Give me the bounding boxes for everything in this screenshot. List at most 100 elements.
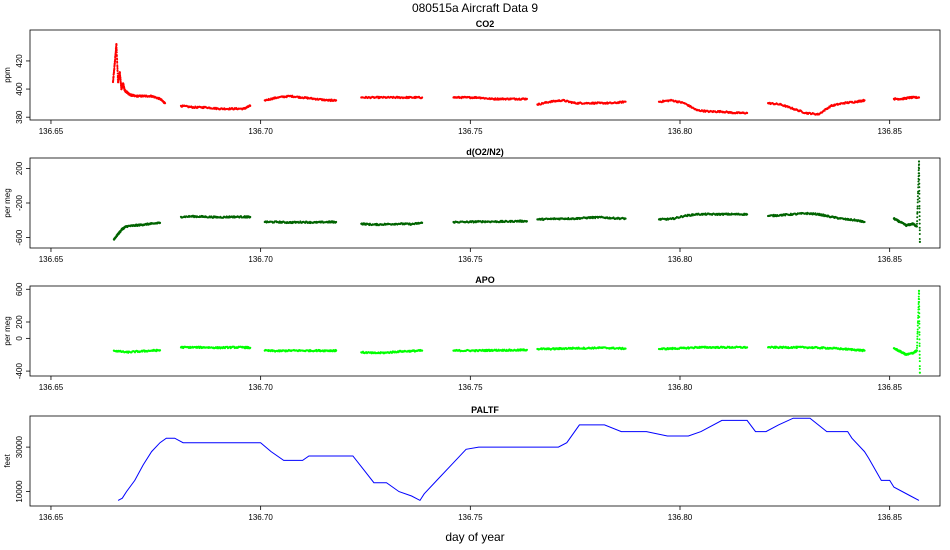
data-segment <box>536 346 627 351</box>
data-point <box>918 371 922 374</box>
panel-title: d(O2/N2) <box>466 147 504 157</box>
data-point <box>918 333 921 336</box>
data-point <box>918 365 921 368</box>
data-segment <box>767 211 866 224</box>
x-tick-label: 136.80 <box>668 513 693 522</box>
data-point <box>624 347 627 350</box>
data-point <box>917 169 920 172</box>
data-point <box>916 338 919 340</box>
data-point <box>421 221 424 224</box>
data-point <box>918 298 921 301</box>
data-point <box>918 205 921 207</box>
data-segment <box>179 214 252 219</box>
data-point <box>335 220 338 224</box>
data-point <box>918 215 921 218</box>
data-point <box>916 344 919 347</box>
x-tick-label: 136.70 <box>248 255 273 264</box>
data-point <box>116 67 119 70</box>
data-segment <box>179 104 252 111</box>
data-point <box>335 99 338 102</box>
y-tick-label: 200 <box>15 161 24 175</box>
data-point <box>918 360 921 363</box>
data-segment <box>536 215 627 222</box>
data-point <box>916 201 919 204</box>
data-point <box>525 348 529 351</box>
data-segment <box>179 345 252 350</box>
data-point <box>916 332 919 335</box>
data-point <box>163 102 167 105</box>
data-point <box>113 67 116 70</box>
data-segment <box>767 345 866 353</box>
x-tick-label: 136.80 <box>668 127 693 136</box>
x-tick-label: 136.80 <box>668 383 693 392</box>
data-segment <box>657 345 749 351</box>
data-point <box>249 346 252 349</box>
chart-panel-4: PALTF feet 136.65 136.70 136.75 136.80 136.85 1… <box>3 405 941 522</box>
y-axis-label: per meg <box>3 188 12 217</box>
data-segment <box>112 348 162 354</box>
data-point <box>249 215 252 219</box>
data-point <box>918 320 921 323</box>
data-point <box>843 102 846 105</box>
y-tick-label: 600 <box>15 282 24 296</box>
data-point <box>112 75 115 78</box>
data-point <box>915 349 919 352</box>
data-point <box>158 221 162 224</box>
x-tick-label: 136.85 <box>877 127 902 136</box>
x-tick-label: 136.70 <box>248 513 273 522</box>
y-axis-label: ppm <box>3 67 12 83</box>
x-tick-label: 136.65 <box>39 383 64 392</box>
chart-panel-1: CO2 ppm 136.65 136.70 136.75 136.80 136.85 380 4… <box>3 19 941 136</box>
x-tick-label: 136.65 <box>39 127 64 136</box>
x-tick-label: 136.80 <box>668 255 693 264</box>
data-point <box>916 216 919 219</box>
data-point <box>918 174 921 177</box>
data-point <box>918 163 921 166</box>
y-tick-label: 30000 <box>15 435 24 458</box>
plot-frame <box>29 157 941 249</box>
data-point <box>116 61 119 64</box>
data-point <box>916 328 919 331</box>
data-point <box>918 178 921 181</box>
data-point <box>918 367 921 370</box>
data-point <box>918 189 921 192</box>
data-segment <box>263 94 338 103</box>
data-segment <box>452 219 529 224</box>
data-point <box>115 49 118 52</box>
data-point <box>541 217 544 220</box>
data-point <box>335 349 338 352</box>
data-point <box>918 218 921 221</box>
data-segment <box>536 98 627 106</box>
data-point <box>863 99 866 102</box>
x-tick-label: 136.75 <box>458 255 483 264</box>
panel-title: CO2 <box>476 19 495 29</box>
chart-panel-2: d(O2/N2) per meg 136.65 136.70 136.75 136.80 1… <box>3 147 941 264</box>
data-point <box>114 58 117 61</box>
data-point <box>918 322 921 325</box>
data-point <box>119 78 122 81</box>
data-point <box>916 341 919 344</box>
data-segment <box>112 221 162 241</box>
data-point <box>918 229 921 232</box>
y-tick-label: 10000 <box>15 480 24 503</box>
y-tick-label: -400 <box>15 363 24 380</box>
data-point <box>624 100 627 103</box>
x-tick-label: 136.75 <box>458 127 483 136</box>
data-point <box>918 197 921 200</box>
data-point <box>624 217 627 220</box>
data-segment <box>892 95 921 101</box>
data-point <box>916 321 919 324</box>
data-point <box>916 220 919 223</box>
data-point <box>249 104 252 107</box>
data-point <box>116 70 119 72</box>
data-point <box>916 211 919 214</box>
y-tick-label: 200 <box>15 315 24 329</box>
y-axis-label: per meg <box>3 316 12 345</box>
data-point <box>916 222 918 225</box>
data-point <box>863 349 866 352</box>
data-point <box>918 338 921 341</box>
data-point <box>918 238 921 240</box>
y-tick-label: -200 <box>15 194 24 211</box>
x-tick-label: 136.85 <box>877 513 902 522</box>
